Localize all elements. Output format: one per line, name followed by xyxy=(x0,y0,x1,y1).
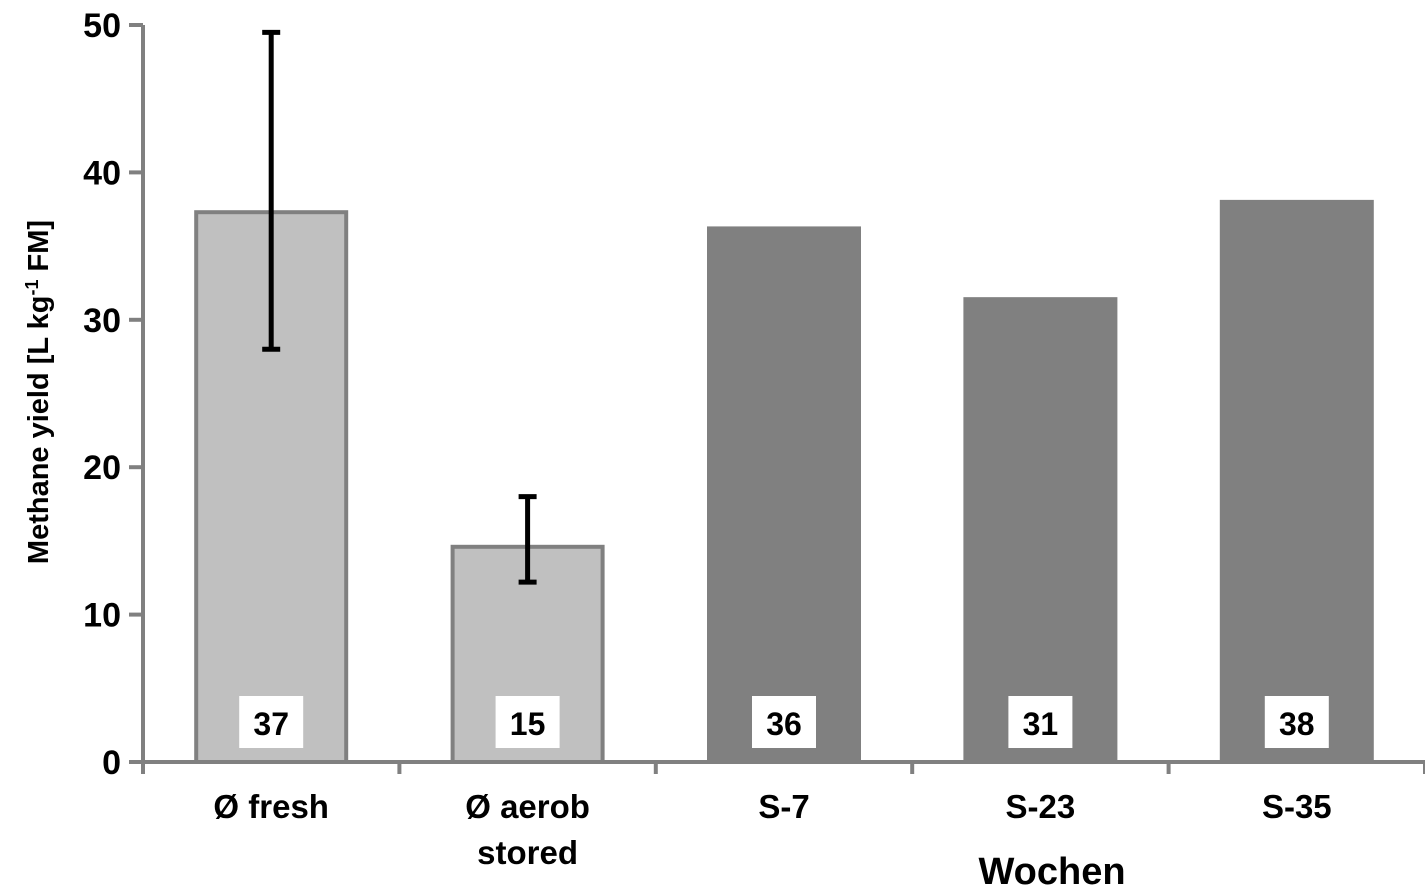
error-bar xyxy=(262,29,281,352)
data-label: 36 xyxy=(766,706,802,742)
x-tick-label: S-35 xyxy=(1262,788,1332,825)
data-label-box xyxy=(752,696,816,748)
data-label: 31 xyxy=(1023,706,1059,742)
x-tick-label: Ø fresh xyxy=(213,788,329,825)
y-tick-label: 20 xyxy=(83,449,121,487)
x-tick-label: stored xyxy=(477,834,578,871)
x-axis-group-label: Wochen xyxy=(978,851,1125,890)
y-tick-label: 30 xyxy=(83,302,121,340)
y-tick-label: 50 xyxy=(83,7,121,45)
error-bar xyxy=(518,494,537,585)
data-label: 15 xyxy=(510,706,546,742)
x-tick-label: Ø aerob xyxy=(465,788,590,825)
y-tick-label: 0 xyxy=(102,744,121,782)
data-label-box xyxy=(495,696,560,748)
data-label: 37 xyxy=(253,706,289,742)
chart-labels: 37 Ø fresh 15 Ø aerob stored 36 S-7 31 S-23 38 S-3… xyxy=(213,29,1332,871)
x-tick-label: S-7 xyxy=(758,788,809,825)
data-label-box xyxy=(1264,696,1329,748)
bar xyxy=(1219,199,1374,764)
y-tick-label: 10 xyxy=(83,597,121,635)
bar xyxy=(707,226,861,765)
data-label: 38 xyxy=(1279,706,1315,742)
bar xyxy=(963,297,1118,764)
y-tick-label: 40 xyxy=(83,154,121,192)
data-label-box xyxy=(239,696,304,748)
data-label-box xyxy=(1008,696,1073,748)
chart-bars xyxy=(194,199,1374,765)
y-axis-title: Methane yield [L kg-1 FM] xyxy=(22,220,55,564)
x-tick-label: S-23 xyxy=(1006,788,1076,825)
